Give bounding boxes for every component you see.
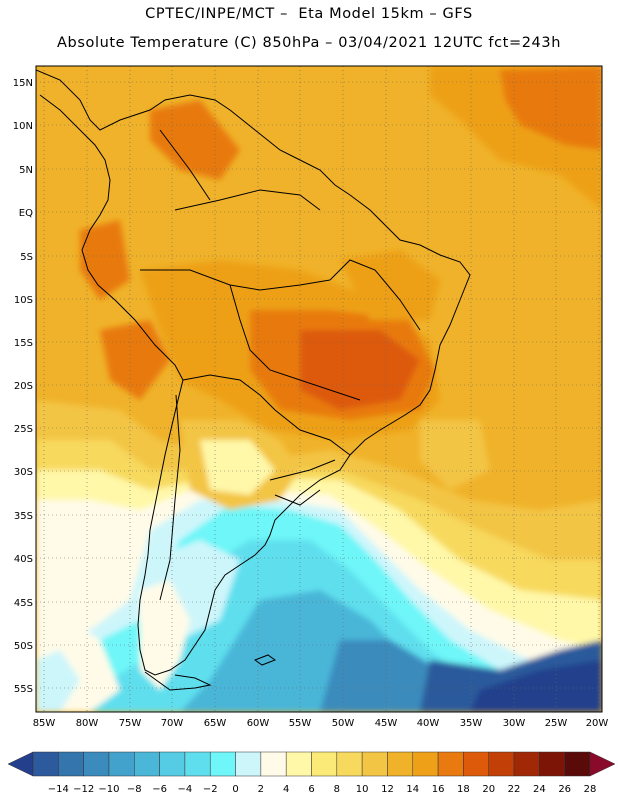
colorbar-label: 18 <box>457 784 470 795</box>
colorbar-label: 26 <box>558 784 571 795</box>
colorbar-label: 10 <box>356 784 369 795</box>
latitude-axis: 15N 10N 5N EQ 5S 10S 15S 20S 25S 30S 35S… <box>13 78 33 695</box>
lat-label: 50S <box>14 641 33 652</box>
lat-label: 45S <box>14 598 33 609</box>
map-frame <box>35 65 603 713</box>
colorbar-segment <box>564 751 591 777</box>
colorbar-segment <box>285 751 312 777</box>
lon-label: 45W <box>375 718 398 729</box>
colorbar-segment <box>361 751 388 777</box>
lon-label: 70W <box>161 718 184 729</box>
lat-label: 10S <box>14 295 33 306</box>
colorbar-label: −10 <box>98 784 119 795</box>
lat-label: 35S <box>14 511 33 522</box>
colorbar-label: −4 <box>178 784 193 795</box>
colorbar-label: 14 <box>406 784 419 795</box>
colorbar-labels: −14 −12 −10 −8 −6 −4 −2 0 2 4 6 8 10 12 14 16 18 20 22 24 26… <box>48 784 597 795</box>
colorbar-label: 24 <box>533 784 546 795</box>
lon-label: 30W <box>503 718 526 729</box>
colorbar-label: −12 <box>73 784 94 795</box>
map-subtitle: Absolute Temperature (C) 850hPa – 03/04/… <box>57 35 561 51</box>
colorbar-segments <box>7 751 616 777</box>
colorbar-label: −14 <box>48 784 69 795</box>
lon-label: 40W <box>417 718 440 729</box>
lon-label: 65W <box>204 718 227 729</box>
colorbar-segment <box>134 751 160 777</box>
colorbar-label: −8 <box>127 784 142 795</box>
lat-label: EQ <box>19 208 33 219</box>
lat-label: 25S <box>14 424 33 435</box>
colorbar-label: 16 <box>432 784 445 795</box>
colorbar-segment <box>58 751 84 777</box>
lat-label: 40S <box>14 554 33 565</box>
colorbar-segment <box>437 751 464 777</box>
lat-label: 15S <box>14 338 33 349</box>
lat-label: 5N <box>19 165 33 176</box>
colorbar-label: 28 <box>584 784 597 795</box>
lon-label: 25W <box>545 718 568 729</box>
map-title: CPTEC/INPE/MCT – Eta Model 15km – GFS <box>145 6 473 22</box>
colorbar-label: −6 <box>152 784 167 795</box>
colorbar-label: 6 <box>308 784 314 795</box>
colorbar-label: 4 <box>283 784 289 795</box>
lat-label: 30S <box>14 467 33 478</box>
colorbar-label: 8 <box>334 784 340 795</box>
lat-label: 15N <box>13 78 33 89</box>
colorbar-min-triangle <box>7 751 34 777</box>
lon-label: 75W <box>119 718 142 729</box>
colorbar-segment <box>488 751 515 777</box>
temperature-field <box>36 66 602 712</box>
colorbar-segment <box>184 751 211 777</box>
lon-label: 85W <box>33 718 56 729</box>
lon-label: 50W <box>332 718 355 729</box>
lat-label: 20S <box>14 381 33 392</box>
colorbar-segment <box>235 751 262 777</box>
colorbar-segment <box>83 751 110 777</box>
colorbar-segment <box>311 751 338 777</box>
colorbar-label: 12 <box>381 784 394 795</box>
colorbar-segment <box>539 751 565 777</box>
lon-label: 80W <box>76 718 99 729</box>
lon-label: 20W <box>586 718 609 729</box>
colorbar-segment <box>32 751 59 777</box>
lon-label: 60W <box>247 718 270 729</box>
coastlines <box>36 69 471 691</box>
colorbar-segment <box>159 751 186 777</box>
longitude-axis: 85W 80W 75W 70W 65W 60W 55W 50W 45W 40W … <box>33 718 609 729</box>
colorbar-label: 20 <box>482 784 495 795</box>
colorbar-segment <box>108 751 135 777</box>
colorbar-segment <box>387 751 414 777</box>
colorbar: −14 −12 −10 −8 −6 −4 −2 0 2 4 6 8 10 12 14 16 18 20 22 24 26… <box>7 751 616 795</box>
colorbar-label: −2 <box>203 784 218 795</box>
colorbar-label: 22 <box>508 784 521 795</box>
lon-label: 35W <box>460 718 483 729</box>
lat-label: 10N <box>13 121 33 132</box>
lat-label: 55S <box>14 684 33 695</box>
colorbar-label: 0 <box>232 784 238 795</box>
lon-label: 55W <box>289 718 312 729</box>
colorbar-segment <box>260 751 287 777</box>
colorbar-segment <box>336 751 363 777</box>
colorbar-segment <box>209 751 236 777</box>
colorbar-label: 2 <box>258 784 264 795</box>
colorbar-max-triangle <box>589 751 616 777</box>
colorbar-segment <box>463 751 489 777</box>
lat-label: 5S <box>20 252 33 263</box>
colorbar-segment <box>513 751 540 777</box>
colorbar-segment <box>412 751 439 777</box>
